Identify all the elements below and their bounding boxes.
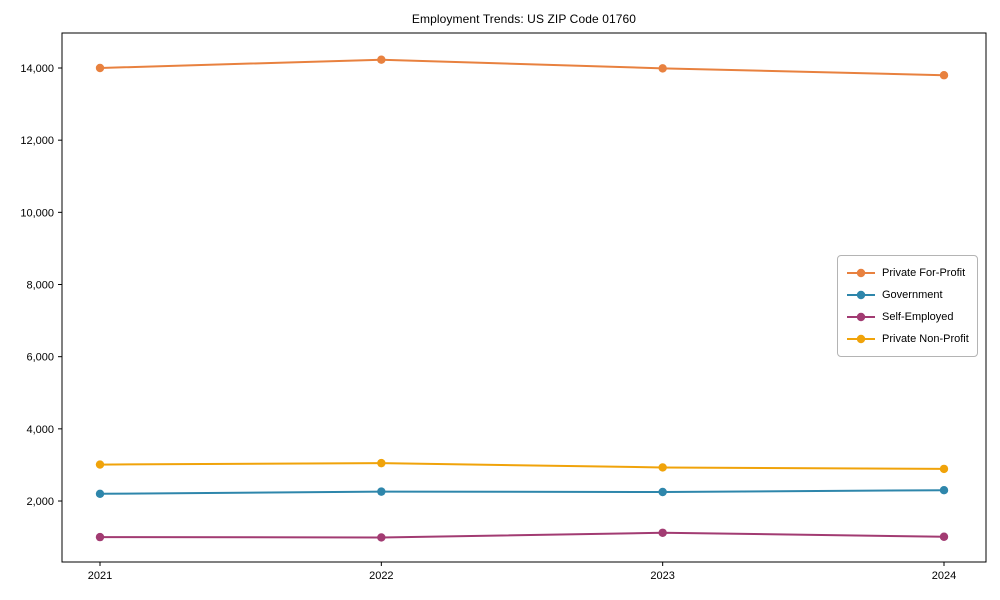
legend-item: Government — [846, 284, 969, 306]
data-point — [658, 528, 667, 537]
data-point — [658, 463, 667, 472]
series-line-self-employed — [99, 531, 945, 539]
data-point — [95, 532, 105, 542]
series-line-private-non-profit — [99, 462, 945, 470]
data-point — [939, 485, 949, 495]
legend-marker-icon — [847, 334, 875, 344]
legend-label: Government — [882, 289, 943, 301]
data-point — [377, 487, 386, 496]
data-point — [658, 64, 667, 73]
legend-item: Self-Employed — [846, 306, 969, 328]
data-point — [939, 71, 949, 80]
legend: Private For-Profit Government Self-Employe… — [837, 255, 978, 357]
y-tick-label: 14,000 — [20, 63, 54, 75]
x-tick-label: 2022 — [369, 570, 393, 582]
series-line-government — [99, 489, 945, 495]
y-tick-label: 12,000 — [20, 135, 54, 147]
legend-marker-icon — [847, 312, 875, 322]
y-tick-label: 2,000 — [26, 496, 54, 508]
data-point — [377, 458, 386, 468]
data-point — [658, 487, 667, 497]
chart-title: Employment Trends: US ZIP Code 01760 — [411, 12, 637, 26]
data-point — [95, 63, 105, 73]
data-point — [377, 55, 386, 64]
legend-marker-icon — [847, 290, 875, 300]
legend-label: Self-Employed — [882, 311, 954, 323]
data-point — [939, 464, 949, 474]
y-tick-label: 10,000 — [20, 207, 54, 219]
plot-spines — [61, 32, 987, 563]
data-point — [939, 532, 949, 541]
series-line-private-for-profit — [99, 58, 945, 77]
data-point — [95, 460, 105, 469]
y-tick-label: 8,000 — [26, 280, 54, 292]
legend-label: Private Non-Profit — [882, 333, 969, 345]
data-point — [95, 489, 105, 499]
y-tick-label: 4,000 — [26, 424, 54, 436]
legend-label: Private For-Profit — [882, 267, 966, 279]
legend-item: Private Non-Profit — [846, 328, 969, 350]
legend-marker-icon — [847, 268, 875, 278]
x-tick-label: 2024 — [932, 570, 956, 582]
data-point — [377, 533, 386, 542]
y-tick-label: 6,000 — [26, 352, 54, 364]
legend-item: Private For-Profit — [846, 262, 969, 284]
x-tick-label: 2021 — [88, 570, 112, 582]
x-tick-label: 2023 — [650, 570, 674, 582]
